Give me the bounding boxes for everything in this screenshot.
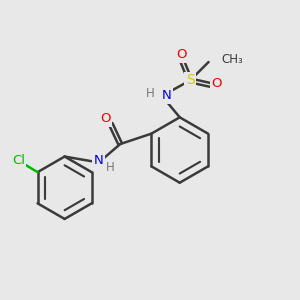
Text: N: N bbox=[161, 89, 171, 102]
Text: H: H bbox=[146, 87, 155, 100]
Text: O: O bbox=[212, 77, 222, 90]
Text: S: S bbox=[186, 74, 194, 88]
Text: CH₃: CH₃ bbox=[221, 52, 243, 66]
Text: O: O bbox=[177, 48, 187, 62]
Text: H: H bbox=[106, 161, 115, 174]
Text: Cl: Cl bbox=[12, 154, 25, 167]
Text: O: O bbox=[100, 112, 111, 125]
Text: N: N bbox=[94, 154, 104, 167]
